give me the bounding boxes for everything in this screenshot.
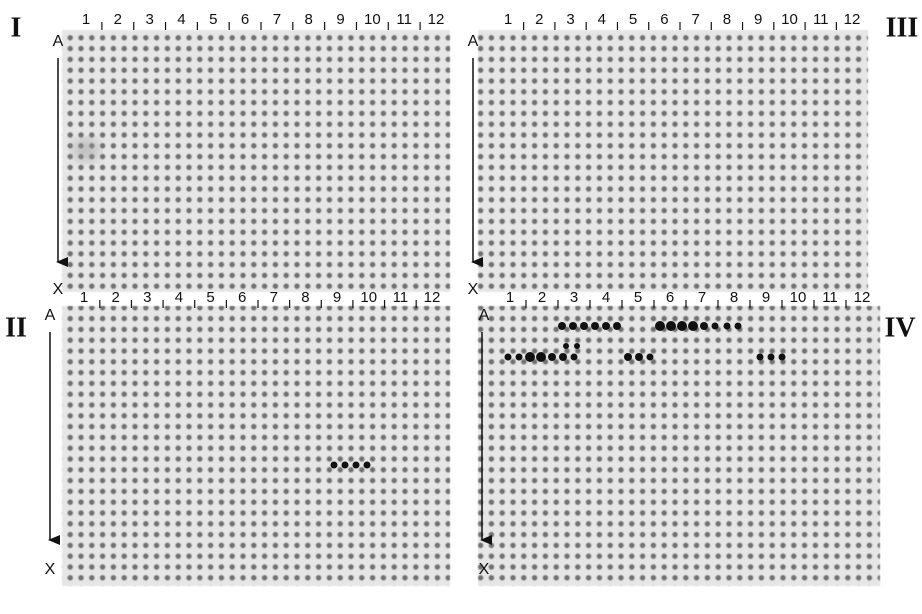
column-label: 12 [854,289,871,306]
column-label: 4 [177,11,185,28]
column-label: 1 [80,289,88,306]
strong-spots [72,138,786,469]
column-label: 4 [598,11,606,28]
column-label: 10 [364,11,381,28]
column-label: 3 [566,11,574,28]
column-label: 3 [143,289,151,306]
column-label: 12 [428,11,445,28]
column-label: 8 [730,289,738,306]
column-label: 8 [301,289,309,306]
column-label: 3 [570,289,578,306]
column-label: 9 [333,289,341,306]
column-label: 4 [175,289,183,306]
column-label: 10 [781,11,798,28]
column-label: 8 [305,11,313,28]
column-label: 4 [602,289,610,306]
row-end-label: X [468,281,479,298]
membrane-ii [62,306,450,586]
column-label: 9 [762,289,770,306]
panel-label: III [886,12,919,43]
column-label: 7 [273,11,281,28]
row-start-label: A [468,33,479,50]
row-start-label: A [45,307,56,324]
column-label: 5 [629,11,637,28]
arrows [48,58,492,545]
column-label: 12 [844,11,861,28]
membrane-iii [478,30,868,292]
column-label: 6 [666,289,674,306]
row-end-label: X [53,281,64,298]
panel-label: IV [884,312,915,343]
column-label: 10 [790,289,807,306]
panel-label: I [11,12,22,43]
column-label: 6 [241,11,249,28]
column-label: 9 [754,11,762,28]
column-label: 10 [360,289,377,306]
column-label: 5 [634,289,642,306]
column-label: 3 [145,11,153,28]
column-label: 11 [813,11,829,28]
row-start-label: A [53,33,64,50]
column-label: 7 [698,289,706,306]
column-label: 6 [660,11,668,28]
membrane-iv [478,306,880,586]
column-label: 2 [114,11,122,28]
column-label: 7 [691,11,699,28]
column-label: 7 [270,289,278,306]
column-label: 11 [822,289,838,306]
row-end-label: X [45,561,56,578]
column-label: 2 [111,289,119,306]
column-label: 9 [336,11,344,28]
row-start-label: A [479,307,490,324]
panel-label: II [5,312,27,343]
column-label: 1 [82,11,90,28]
column-label: 6 [238,289,246,306]
column-label: 12 [424,289,441,306]
column-label: 11 [393,289,409,306]
column-label: 2 [535,11,543,28]
column-label: 8 [723,11,731,28]
column-label: 2 [538,289,546,306]
column-label: 1 [506,289,514,306]
row-end-label: X [479,561,490,578]
column-label: 5 [209,11,217,28]
membrane-i [62,30,450,292]
column-label: 1 [504,11,512,28]
membranes [62,30,880,586]
column-label: 5 [206,289,214,306]
column-label: 11 [396,11,412,28]
